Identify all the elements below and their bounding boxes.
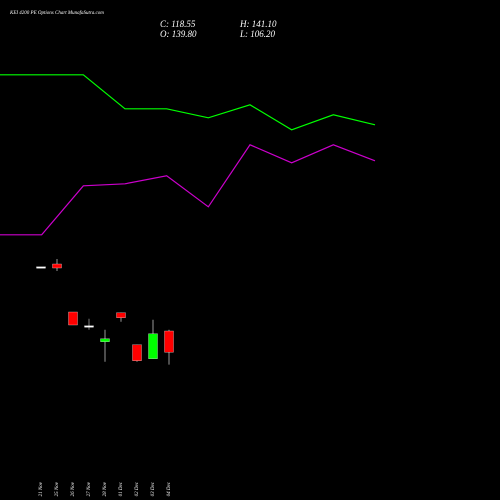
candle-body	[52, 263, 62, 269]
chart-title: KEI 4200 PE Options Chart MunafaSutra.co…	[9, 11, 104, 16]
candle-body	[116, 312, 126, 318]
x-tick-label: 21 Nov	[39, 481, 44, 496]
x-tick-label: 04 Dec	[167, 481, 172, 496]
indicator-line	[0, 74, 376, 131]
indicator-line	[0, 144, 376, 236]
x-tick-label: 25 Nov	[55, 481, 60, 496]
x-tick-label: 03 Dec	[151, 481, 156, 496]
candle-body	[36, 266, 46, 269]
open-label: O: 139.80	[160, 29, 197, 39]
x-tick-label: 26 Nov	[71, 481, 76, 496]
high-label: H: 141.10	[239, 19, 277, 29]
low-label: L: 106.20	[239, 29, 276, 39]
x-tick-label: 28 Nov	[103, 481, 108, 496]
candle-body	[164, 330, 174, 353]
x-tick-label: 27 Nov	[87, 481, 92, 496]
candle-body	[100, 338, 110, 342]
candle-body	[132, 344, 142, 361]
close-label: C: 118.55	[160, 19, 196, 29]
candle-body	[148, 333, 158, 359]
candle-body	[68, 311, 78, 326]
x-tick-label: 01 Dec	[119, 481, 124, 496]
x-tick-label: 02 Dec	[135, 481, 140, 496]
candle-body	[84, 325, 94, 328]
